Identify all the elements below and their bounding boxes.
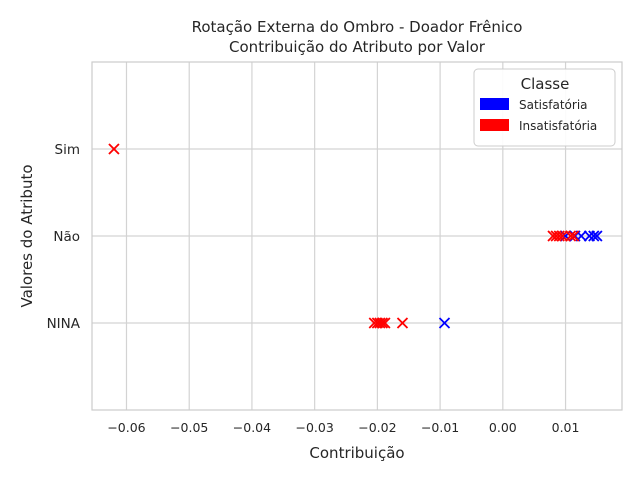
x-axis-label: Contribuição — [309, 444, 404, 462]
x-tick-label: −0.05 — [170, 420, 208, 435]
data-point — [564, 230, 577, 242]
plot-frame — [91, 61, 623, 411]
data-point — [374, 317, 386, 329]
y-axis-ticks: NINA Não Sim — [47, 142, 81, 332]
legend-title: Classe — [521, 75, 570, 93]
data-point — [588, 230, 600, 242]
y-tick-label: Não — [53, 229, 80, 245]
data-point — [553, 230, 565, 242]
data-point — [556, 230, 569, 242]
data-point — [379, 317, 391, 329]
data-point — [396, 317, 409, 329]
legend: Classe Satisfatória Insatisfatória — [473, 68, 616, 147]
y-tick-label: Sim — [55, 142, 80, 158]
data-point — [438, 317, 451, 329]
legend-label-satisfatoria: Satisfatória — [519, 98, 588, 112]
y-tick-label: NINA — [47, 316, 81, 332]
x-tick-label: −0.01 — [421, 420, 459, 435]
data-point — [108, 143, 120, 155]
x-tick-label: −0.04 — [233, 420, 271, 435]
x-tick-label: 0.00 — [489, 420, 517, 435]
x-tick-label: −0.02 — [358, 420, 396, 435]
data-point — [376, 317, 389, 329]
legend-label-insatisfatoria: Insatisfatória — [519, 119, 597, 133]
legend-box — [473, 68, 616, 147]
x-tick-label: −0.03 — [296, 420, 334, 435]
data-point — [591, 230, 603, 242]
x-tick-label: −0.06 — [107, 420, 145, 435]
x-axis-ticks: −0.06 −0.05 −0.04 −0.03 −0.02 −0.01 0.00 0.01 — [107, 420, 579, 435]
chart-subtitle: Contribuição do Atributo por Valor — [229, 38, 486, 56]
legend-swatch-satisfatoria — [480, 98, 509, 110]
chart-title: Rotação Externa do Ombro - Doador Frênic… — [192, 18, 523, 36]
data-point — [568, 230, 580, 242]
legend-swatch-insatisfatoria — [480, 119, 509, 131]
x-tick-label: 0.01 — [552, 420, 580, 435]
y-axis-label: Valores do Atributo — [18, 164, 36, 307]
data-points — [108, 143, 603, 329]
